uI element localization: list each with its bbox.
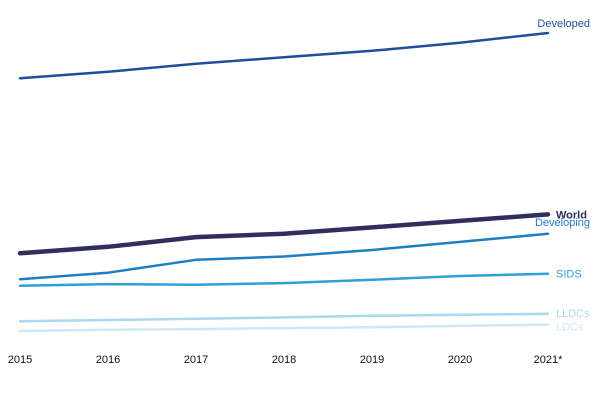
x-tick-label: 2015 <box>8 354 32 366</box>
series-label-developing: Developing <box>535 217 590 229</box>
series-line-developed <box>18 31 550 80</box>
series-label-ldcs: LDCs <box>556 322 584 334</box>
series-line-sids <box>18 272 550 287</box>
x-tick-label: 2019 <box>360 354 384 366</box>
series-label-developed: Developed <box>537 18 590 30</box>
series-layer <box>17 31 551 333</box>
series-line-ldcs <box>18 323 550 333</box>
series-line-world <box>17 212 551 256</box>
series-label-sids: SIDS <box>556 269 582 281</box>
series-label-lldcs: LLDCs <box>556 308 590 320</box>
x-axis-ticks: 2015 2016 2017 2018 2019 2020 2021* <box>8 354 563 366</box>
series-line-lldcs <box>18 312 550 323</box>
x-tick-label: 2021* <box>534 354 563 366</box>
series-line-developing <box>18 232 550 281</box>
series-label-world: World <box>556 209 587 221</box>
x-tick-label: 2017 <box>184 354 208 366</box>
x-tick-label: 2020 <box>448 354 472 366</box>
x-tick-label: 2018 <box>272 354 296 366</box>
x-tick-label: 2016 <box>96 354 120 366</box>
